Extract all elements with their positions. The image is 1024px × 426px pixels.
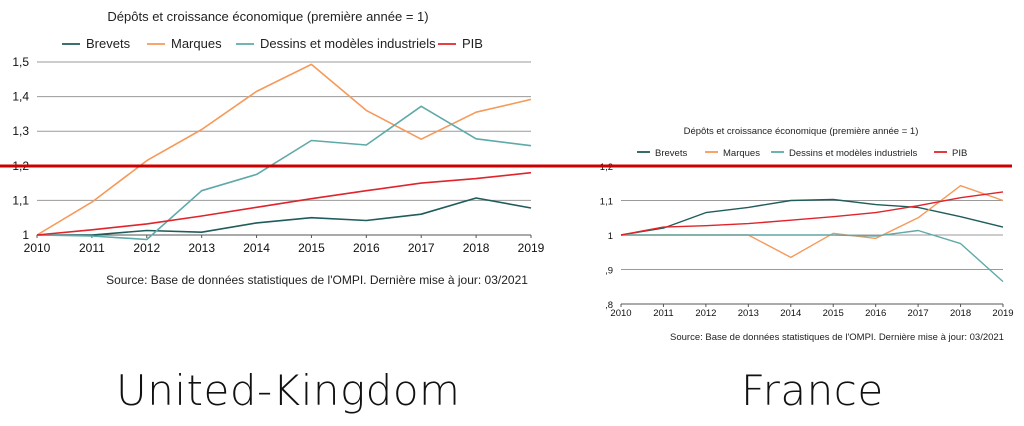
- fr-series-pib: [620, 191, 1004, 236]
- fr-x-tick-label: 2013: [738, 308, 759, 319]
- uk-y-tick-label: 1: [22, 228, 29, 242]
- fr-y-tick-label: ,9: [605, 266, 613, 277]
- uk-series-brevets: [37, 197, 532, 236]
- fr-series-marques: [621, 184, 1004, 259]
- country-label-uk: United-Kingdom: [116, 366, 461, 415]
- fr-series-dessins-et-mod-les-industriels: [621, 229, 1004, 283]
- fr-x-tick-label: 2016: [865, 308, 886, 319]
- uk-series-dessins-et-mod-les-industriels: [36, 105, 532, 241]
- fr-x-tick-label: 2014: [780, 308, 801, 319]
- fr-y-tick-label: 1: [608, 231, 613, 242]
- fr-legend-label: Brevets: [655, 148, 687, 159]
- fr-x-tick-label: 2018: [950, 308, 971, 319]
- uk-y-tick-label: 1,3: [12, 124, 29, 138]
- fr-source-note: Source: Base de données statistiques de …: [670, 332, 1004, 343]
- uk-x-tick-label: 2015: [298, 241, 325, 255]
- fr-legend-label: PIB: [952, 148, 967, 159]
- fr-x-tick-label: 2011: [653, 308, 673, 319]
- fr-chart: ,8,911,11,220102011201220132014201520162…: [600, 126, 1014, 343]
- uk-x-tick-label: 2018: [463, 241, 490, 255]
- uk-x-tick-label: 2014: [243, 241, 270, 255]
- fr-y-tick-label: ,8: [605, 300, 613, 311]
- uk-y-tick-label: 1,5: [12, 55, 29, 69]
- fr-y-tick-label: 1,1: [600, 197, 613, 208]
- uk-x-tick-label: 2012: [133, 241, 160, 255]
- uk-series-pib: [36, 171, 532, 236]
- uk-legend-label: PIB: [462, 36, 483, 51]
- fr-x-tick-label: 2015: [823, 308, 844, 319]
- uk-legend-label: Marques: [171, 36, 222, 51]
- fr-x-tick-label: 2010: [610, 308, 631, 319]
- uk-source-note: Source: Base de données statistiques de …: [106, 273, 528, 287]
- fr-legend-label: Dessins et modèles industriels: [789, 148, 918, 159]
- uk-x-tick-label: 2019: [518, 241, 545, 255]
- fr-x-tick-label: 2012: [695, 308, 716, 319]
- uk-legend-label: Brevets: [86, 36, 131, 51]
- uk-x-tick-label: 2016: [353, 241, 380, 255]
- fr-legend-label: Marques: [723, 148, 760, 159]
- uk-series-marques: [36, 63, 532, 236]
- uk-x-tick-label: 2017: [408, 241, 435, 255]
- fr-series-brevets: [620, 198, 1004, 236]
- fr-x-tick-label: 2019: [992, 308, 1013, 319]
- country-label-france: France: [741, 366, 884, 415]
- fr-x-tick-label: 2017: [908, 308, 929, 319]
- uk-x-tick-label: 2011: [79, 241, 105, 255]
- fr-chart-title: Dépôts et croissance économique (premièr…: [684, 126, 919, 137]
- uk-y-tick-label: 1,4: [12, 90, 29, 104]
- uk-x-tick-label: 2010: [24, 241, 51, 255]
- uk-x-tick-label: 2013: [188, 241, 215, 255]
- uk-y-tick-label: 1,1: [12, 193, 29, 207]
- uk-legend-label: Dessins et modèles industriels: [260, 36, 436, 51]
- uk-chart-title: Dépôts et croissance économique (premièr…: [107, 9, 428, 24]
